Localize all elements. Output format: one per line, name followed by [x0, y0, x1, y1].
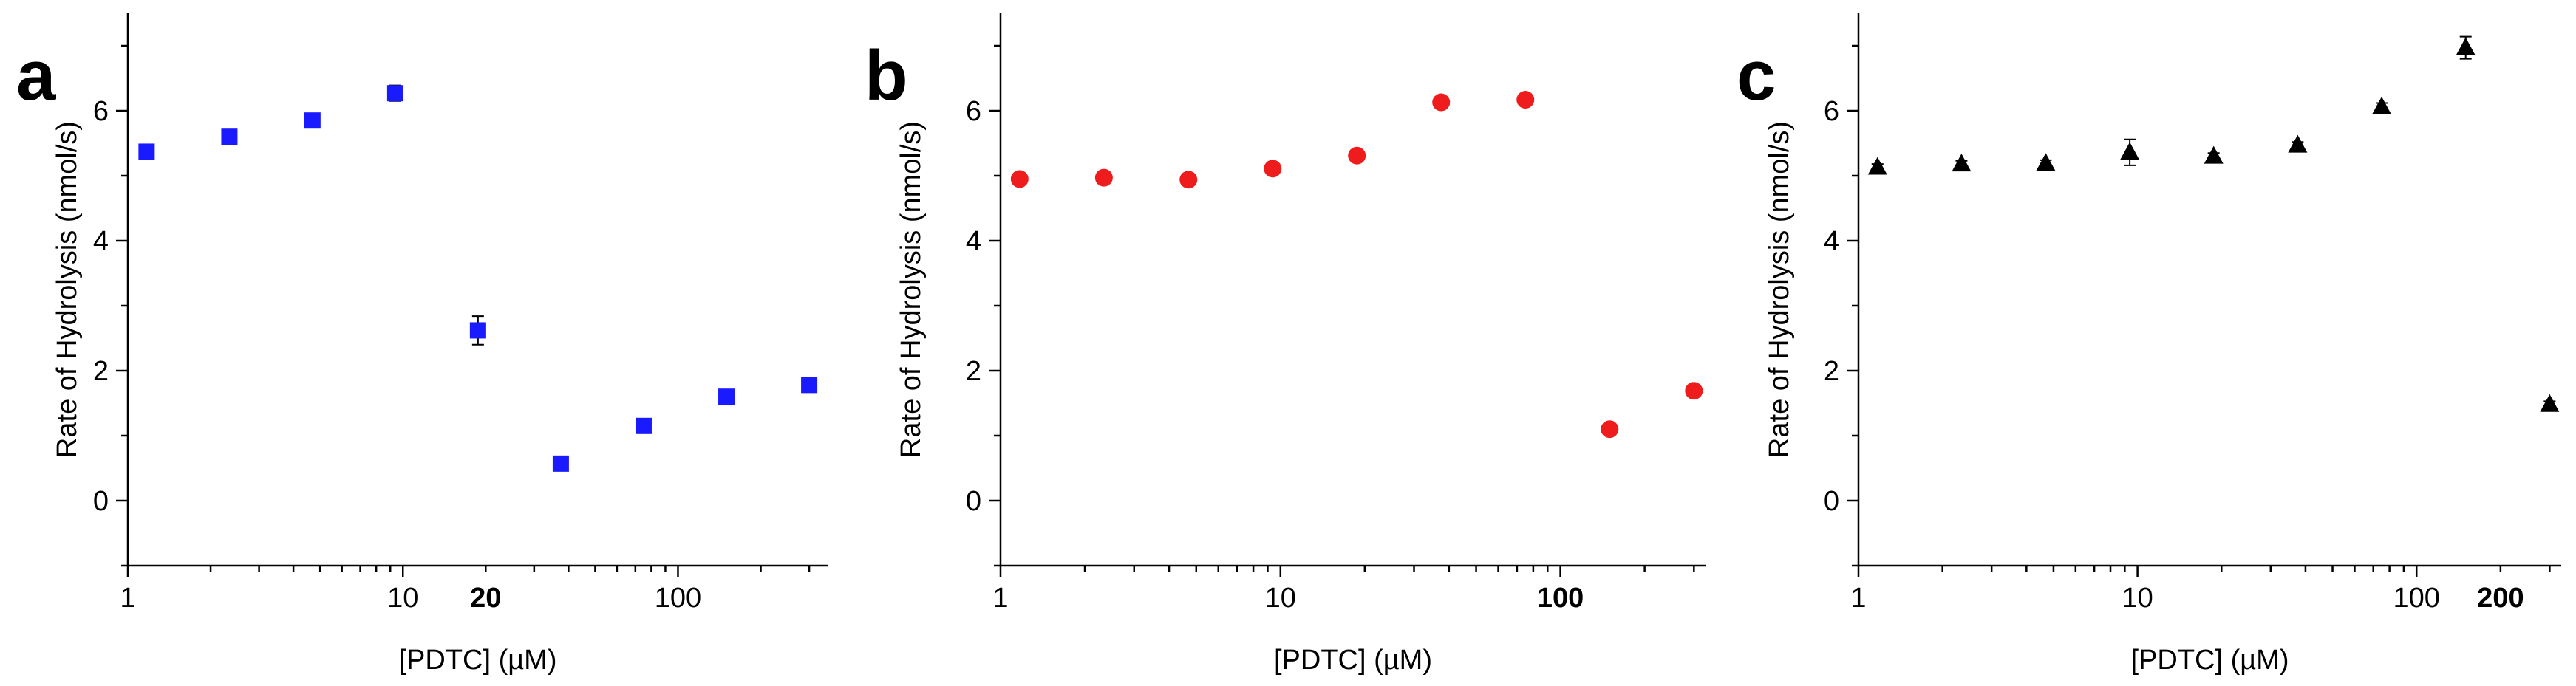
y-tick-label: 0: [93, 486, 109, 517]
panel-letter: a: [16, 36, 56, 115]
y-axis-title: Rate of Hydrolysis (nmol/s): [1764, 121, 1795, 458]
x-tick-label: 1: [992, 583, 1008, 614]
y-tick-label: 2: [93, 356, 109, 387]
data-point: [1179, 171, 1198, 189]
y-tick-label: 0: [966, 486, 981, 517]
data-point: [718, 388, 735, 405]
y-tick-label: 6: [1824, 96, 1839, 127]
x-tick-label: 10: [387, 583, 418, 614]
x-tick-label: 1: [1850, 583, 1866, 614]
data-point: [2120, 142, 2140, 160]
data-point: [1601, 420, 1619, 439]
data-point: [2372, 96, 2392, 114]
data-point: [1685, 382, 1703, 400]
data-point: [138, 143, 155, 160]
data-point: [552, 455, 569, 472]
y-tick-label: 6: [93, 96, 109, 127]
x-tick-label: 1: [120, 583, 135, 614]
x-tick-label: 100: [1537, 583, 1584, 614]
panel-letter: b: [865, 36, 908, 115]
data-point: [1516, 91, 1535, 109]
panel-letter: c: [1737, 36, 1776, 115]
data-point: [304, 112, 321, 129]
data-point: [469, 322, 486, 339]
data-point: [801, 377, 818, 394]
chart-panel-c: c 0 2 4 6 1 10 100 200 [PDTC] (µM) Rate of Hydroly…: [1737, 13, 2561, 676]
data-point: [635, 417, 652, 434]
data-point: [1010, 170, 1029, 188]
x-tick-label: 100: [655, 583, 701, 614]
y-axis-title: Rate of Hydrolysis (nmol/s): [896, 121, 927, 458]
data-point: [2456, 37, 2476, 55]
x-axis-title: [PDTC] (µM): [1274, 645, 1432, 676]
y-tick-label: 0: [1824, 486, 1839, 517]
data-point: [1867, 157, 1887, 175]
x-axis-title: [PDTC] (µM): [2131, 645, 2289, 676]
y-tick-label: 4: [966, 226, 981, 257]
data-point: [2288, 134, 2308, 153]
y-tick-label: 4: [1824, 226, 1839, 257]
data-point: [2204, 145, 2224, 164]
data-point: [2540, 394, 2560, 412]
x-tick-label: 10: [2122, 583, 2153, 614]
data-point: [1348, 146, 1366, 165]
chart-panel-b: b 0 2 4 6 1 10 100 [PDTC] (µM) Rate of Hydrolysis…: [865, 13, 1706, 676]
data-point: [1952, 154, 1972, 172]
data-point: [1094, 168, 1113, 187]
data-point: [1264, 160, 1282, 178]
y-tick-label: 2: [966, 356, 981, 387]
chart-panel-a: a 0 2 4 6 1 10 20 100 [PDTC] (µM) Rate of Hydrolys…: [16, 13, 828, 676]
x-tick-label: 100: [2393, 583, 2440, 614]
y-tick-label: 4: [93, 226, 109, 257]
x-tick-label: 200: [2477, 583, 2524, 614]
x-tick-label: 10: [1265, 583, 1296, 614]
data-point: [2036, 153, 2056, 171]
data-point: [221, 128, 238, 145]
x-tick-label: 20: [470, 583, 501, 614]
data-point: [1432, 93, 1451, 112]
y-tick-label: 2: [1824, 356, 1839, 387]
y-tick-label: 6: [966, 96, 981, 127]
data-point: [386, 85, 403, 102]
y-axis-title: Rate of Hydrolysis (nmol/s): [52, 121, 83, 458]
x-axis-title: [PDTC] (µM): [399, 645, 557, 676]
